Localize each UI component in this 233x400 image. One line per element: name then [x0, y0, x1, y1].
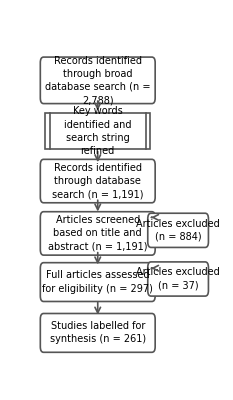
- Text: Studies labelled for
synthesis (n = 261): Studies labelled for synthesis (n = 261): [50, 321, 146, 344]
- Text: Articles screened
based on title and
abstract (n = 1,191): Articles screened based on title and abs…: [48, 215, 147, 252]
- FancyBboxPatch shape: [40, 159, 155, 203]
- Text: Articles excluded
(n = 37): Articles excluded (n = 37): [136, 267, 220, 290]
- Text: Records identified
through database
search (n = 1,191): Records identified through database sear…: [52, 163, 144, 199]
- FancyBboxPatch shape: [148, 262, 209, 296]
- Bar: [45, 114, 150, 149]
- FancyBboxPatch shape: [40, 57, 155, 104]
- Text: Records identified
through broad
database search (n =
2,788): Records identified through broad databas…: [45, 56, 151, 105]
- FancyBboxPatch shape: [148, 213, 209, 248]
- Text: Articles excluded
(n = 884): Articles excluded (n = 884): [136, 219, 220, 242]
- Text: Key words
identified and
search string
refined: Key words identified and search string r…: [64, 106, 131, 156]
- FancyBboxPatch shape: [40, 212, 155, 255]
- Text: Full articles assessed
for eligibility (n = 297): Full articles assessed for eligibility (…: [42, 270, 153, 294]
- FancyBboxPatch shape: [40, 263, 155, 302]
- FancyBboxPatch shape: [40, 314, 155, 352]
